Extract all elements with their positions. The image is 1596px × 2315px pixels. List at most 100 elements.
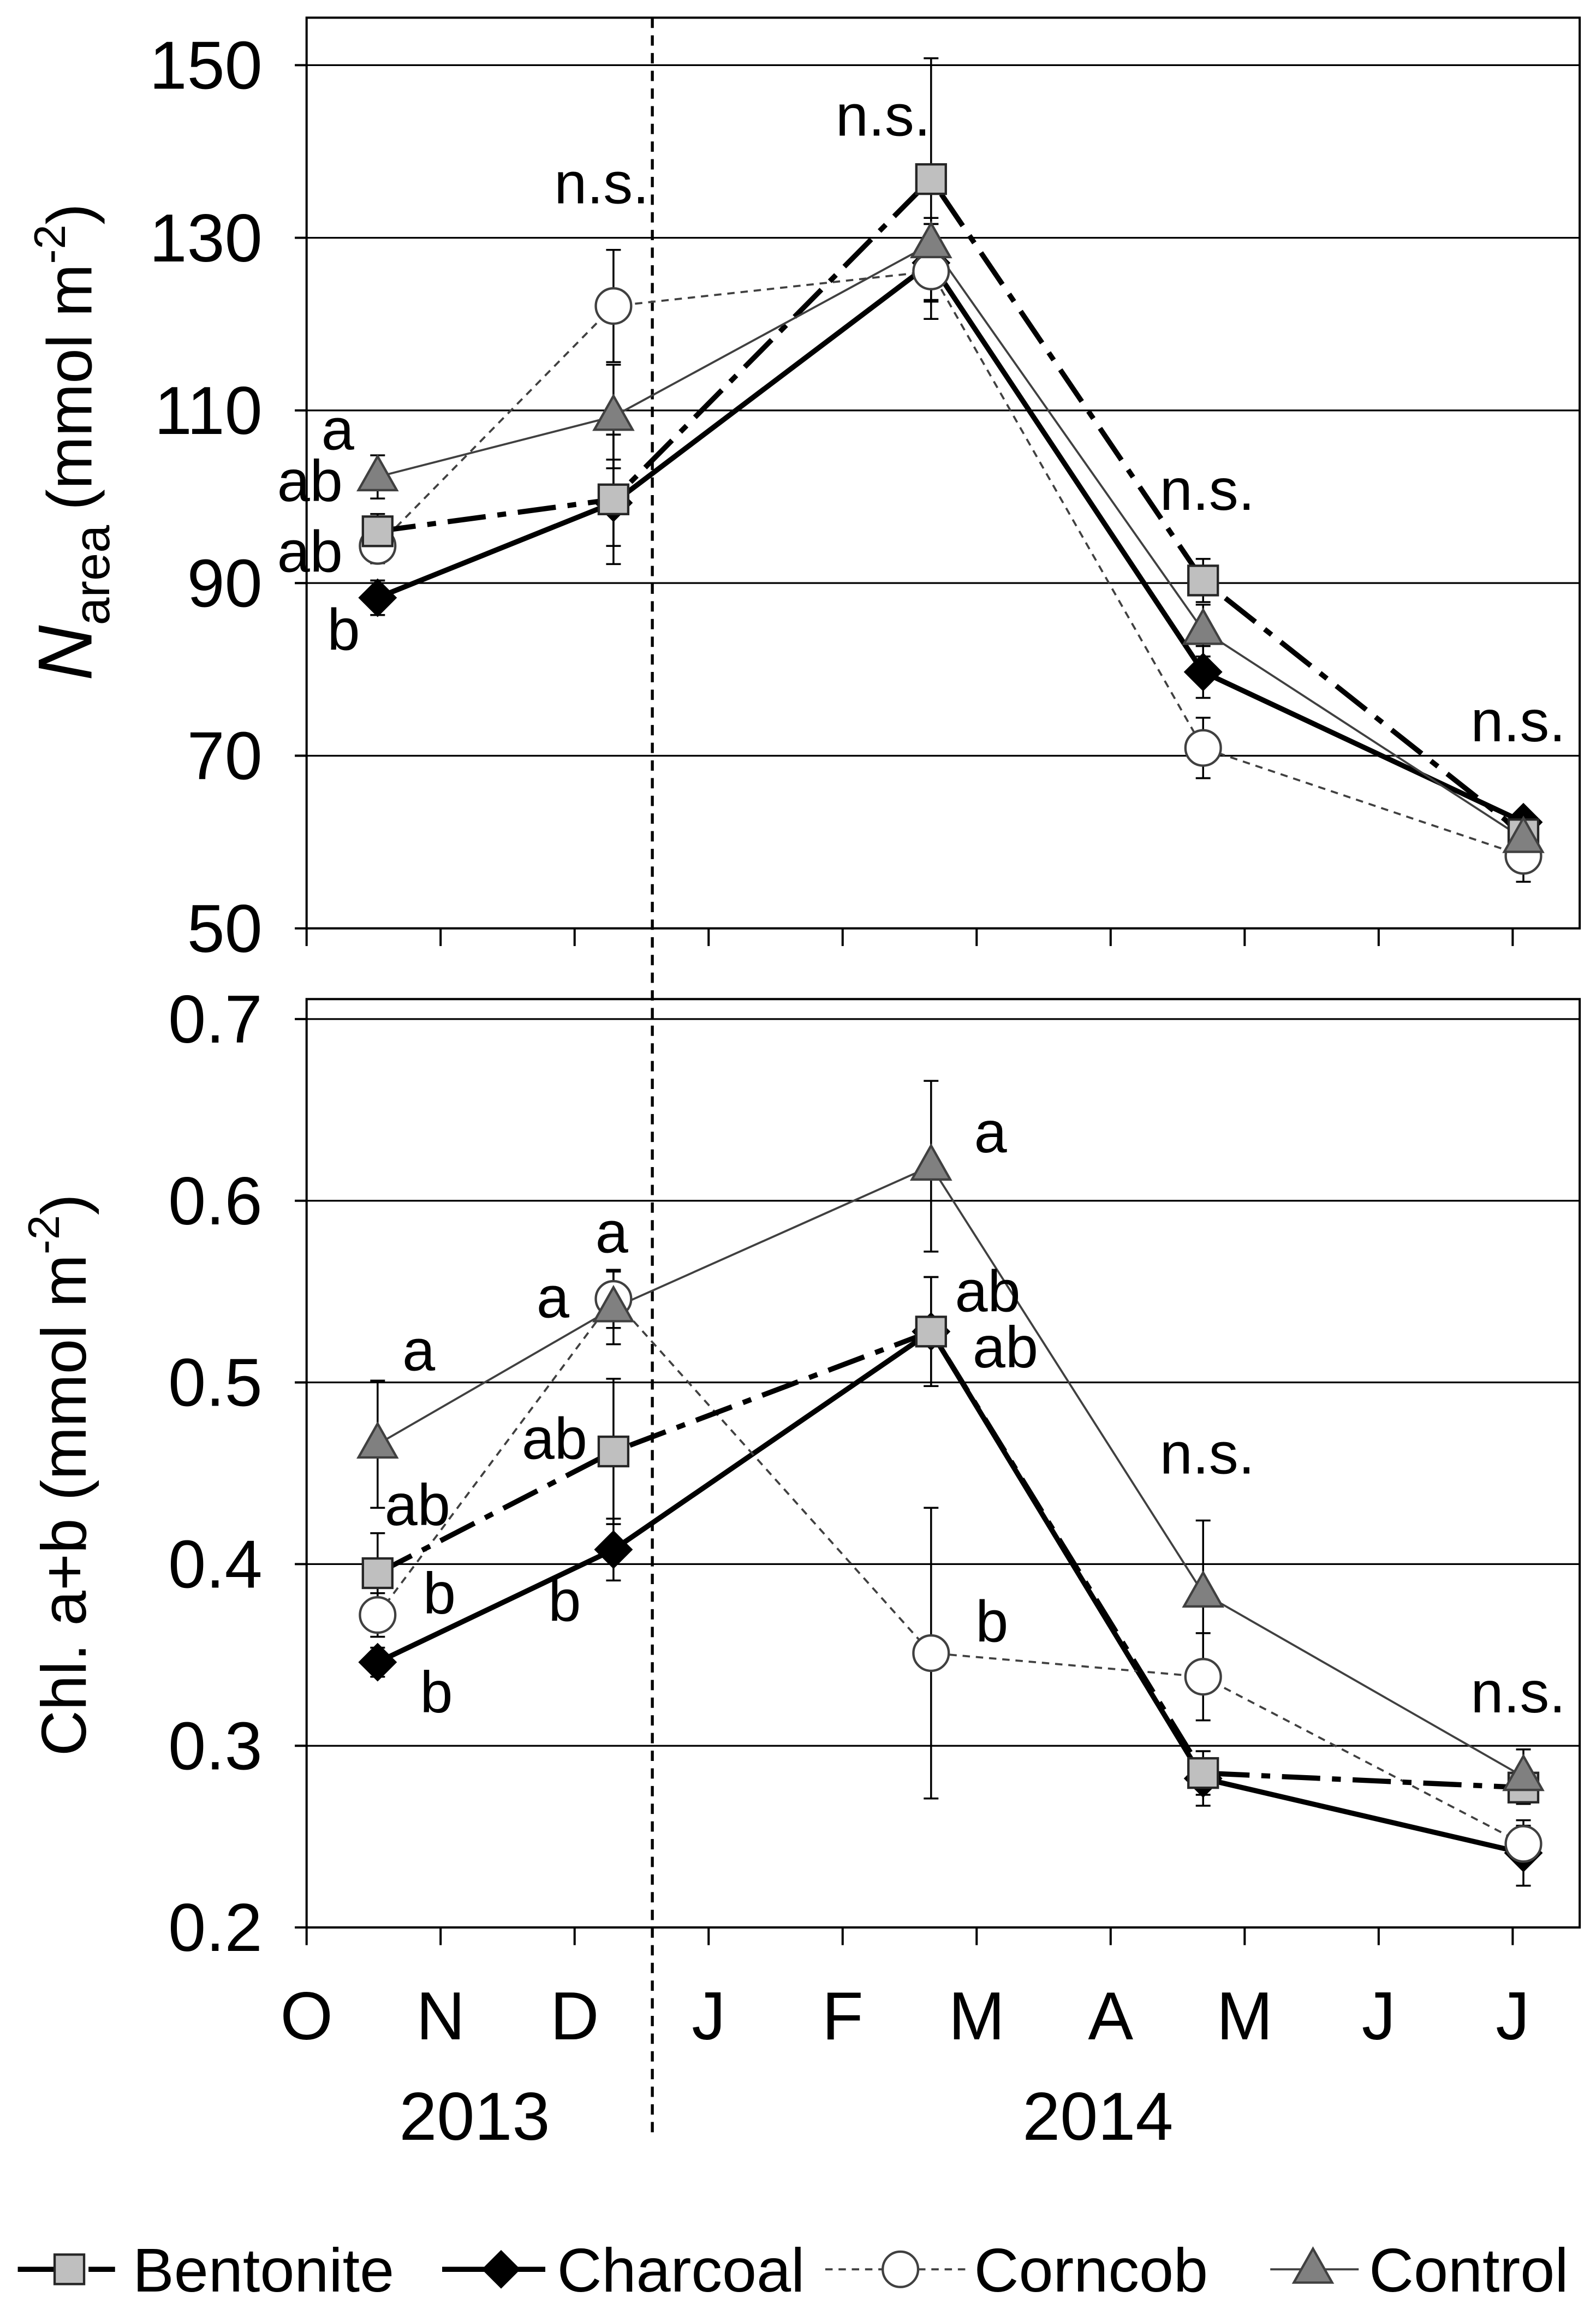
significance-letter: a (595, 1199, 629, 1265)
control-data-point (356, 1421, 399, 1459)
significance-letter: ab (277, 448, 343, 514)
bentonite-data-point (361, 515, 394, 547)
y-tick-label: 0.5 (168, 1346, 263, 1421)
significance-letter: ab (277, 518, 343, 584)
legend-item-corncob: Corncob (825, 2236, 1208, 2305)
y-axis-label-nitrogen: Narea (mmol m-2) (22, 204, 120, 681)
y-label-close: ) (34, 204, 105, 225)
bentonite-data-point (361, 1557, 394, 1590)
significance-letter: ab (385, 1472, 450, 1538)
y-tick-label: 0.7 (168, 982, 263, 1057)
control-data-point (910, 1143, 952, 1181)
x-tick-label: J (692, 1979, 725, 2054)
x-tick-label: J (1362, 1979, 1396, 2054)
x-tick-label: A (1088, 1979, 1133, 2054)
significance-letter: n.s. (836, 82, 931, 148)
corncob-data-point (1184, 1658, 1222, 1696)
year-label-2014: 2014 (1022, 2079, 1173, 2155)
significance-letter: b (327, 597, 360, 663)
plot-frame (305, 998, 1581, 1929)
corncob-data-point (912, 1634, 950, 1673)
legend-item-charcoal: Charcoal (442, 2236, 805, 2305)
legend-label: Corncob (974, 2236, 1208, 2305)
legend-label: Bentonite (133, 2236, 394, 2305)
legend-marker (53, 2253, 86, 2286)
significance-letter: a (321, 396, 355, 462)
significance-letter: ab (955, 1258, 1021, 1324)
legend-label: Charcoal (557, 2236, 805, 2305)
significance-letter: b (975, 1588, 1008, 1654)
control-data-point (592, 1284, 635, 1323)
year-label-2013: 2013 (399, 2079, 550, 2155)
control-data-point (910, 221, 952, 259)
bentonite-data-point (597, 1435, 630, 1468)
labels-layer: 150130110907050aababbn.s.n.s.n.s.n.s.0.7… (150, 28, 1566, 2055)
significance-letter: ab (522, 1406, 587, 1472)
axes-layer (295, 16, 1581, 2140)
legend-label: Control (1369, 2236, 1568, 2305)
x-tick-label: O (280, 1979, 333, 2054)
bentonite-data-point (597, 483, 630, 515)
y-tick-label: 0.2 (168, 1890, 263, 1966)
significance-letter: ab (973, 1314, 1038, 1380)
significance-letter: b (420, 1659, 453, 1725)
x-tick-label: F (822, 1979, 863, 2054)
significance-letter: n.s. (554, 150, 649, 216)
legend: Bentonite Charcoal Corncob Control (17, 2236, 1569, 2305)
charcoal-data-point (358, 578, 397, 617)
y-label-symbol: N (22, 625, 108, 681)
series-line-bentonite (376, 1329, 1524, 1790)
corncob-data-point (1184, 729, 1222, 767)
bentonite-data-point (915, 163, 947, 195)
legend-marker (481, 2249, 521, 2289)
bentonite-data-point (1187, 1757, 1219, 1789)
corncob-data-point (594, 287, 633, 325)
control-data-point (1182, 1570, 1225, 1608)
y-tick-label: 150 (150, 28, 263, 104)
control-data-point (592, 393, 635, 431)
legend-marker (1291, 2246, 1335, 2284)
significance-letter: a (974, 1099, 1008, 1165)
series-line-corncob (377, 1298, 1524, 1845)
corncob-data-point (1504, 1825, 1543, 1863)
corncob-data-point (912, 252, 950, 290)
y-axis-label-chlorophyll: Chl. a+b (mmol m-2) (20, 1194, 99, 1756)
significance-letter: n.s. (1470, 688, 1565, 754)
y-label-superscript: -2 (20, 1215, 69, 1254)
x-tick-label: M (949, 1979, 1005, 2054)
charcoal-data-point (594, 1530, 633, 1569)
y-label-unit: (mmol m (34, 264, 105, 510)
y-tick-label: 0.4 (168, 1527, 263, 1603)
control-data-point (1502, 816, 1545, 853)
significance-letter: n.s. (1160, 456, 1255, 522)
significance-letter: n.s. (1160, 1420, 1255, 1486)
y-label-subscript: area (64, 525, 120, 626)
y-tick-label: 0.3 (168, 1709, 263, 1784)
y-tick-label: 130 (150, 201, 263, 276)
legend-item-control: Control (1270, 2236, 1569, 2305)
significance-letter: b (548, 1568, 581, 1634)
significance-letter: b (423, 1560, 456, 1626)
error-bars-layer (370, 57, 1531, 1887)
corncob-data-point (359, 1596, 397, 1634)
y-tick-label: 110 (154, 373, 263, 449)
y-tick-label: 50 (187, 891, 263, 967)
x-tick-label: J (1496, 1979, 1529, 2054)
control-data-point (356, 454, 399, 492)
data-points-layer (356, 163, 1545, 1873)
bentonite-data-point (1187, 564, 1219, 597)
control-data-point (1502, 1753, 1545, 1792)
x-tick-label: N (416, 1979, 465, 2054)
plot-frame (305, 16, 1581, 930)
y-tick-label: 90 (187, 546, 263, 621)
x-tick-label: M (1217, 1979, 1273, 2054)
y-tick-label: 0.6 (168, 1164, 263, 1239)
legend-marker (882, 2250, 920, 2288)
x-tick-label: D (550, 1979, 599, 2054)
significance-letter: a (537, 1264, 570, 1330)
y-label-text: Chl. a+b (mmol m (28, 1254, 99, 1756)
bentonite-data-point (915, 1316, 947, 1348)
y-label-superscript: -2 (26, 225, 75, 264)
